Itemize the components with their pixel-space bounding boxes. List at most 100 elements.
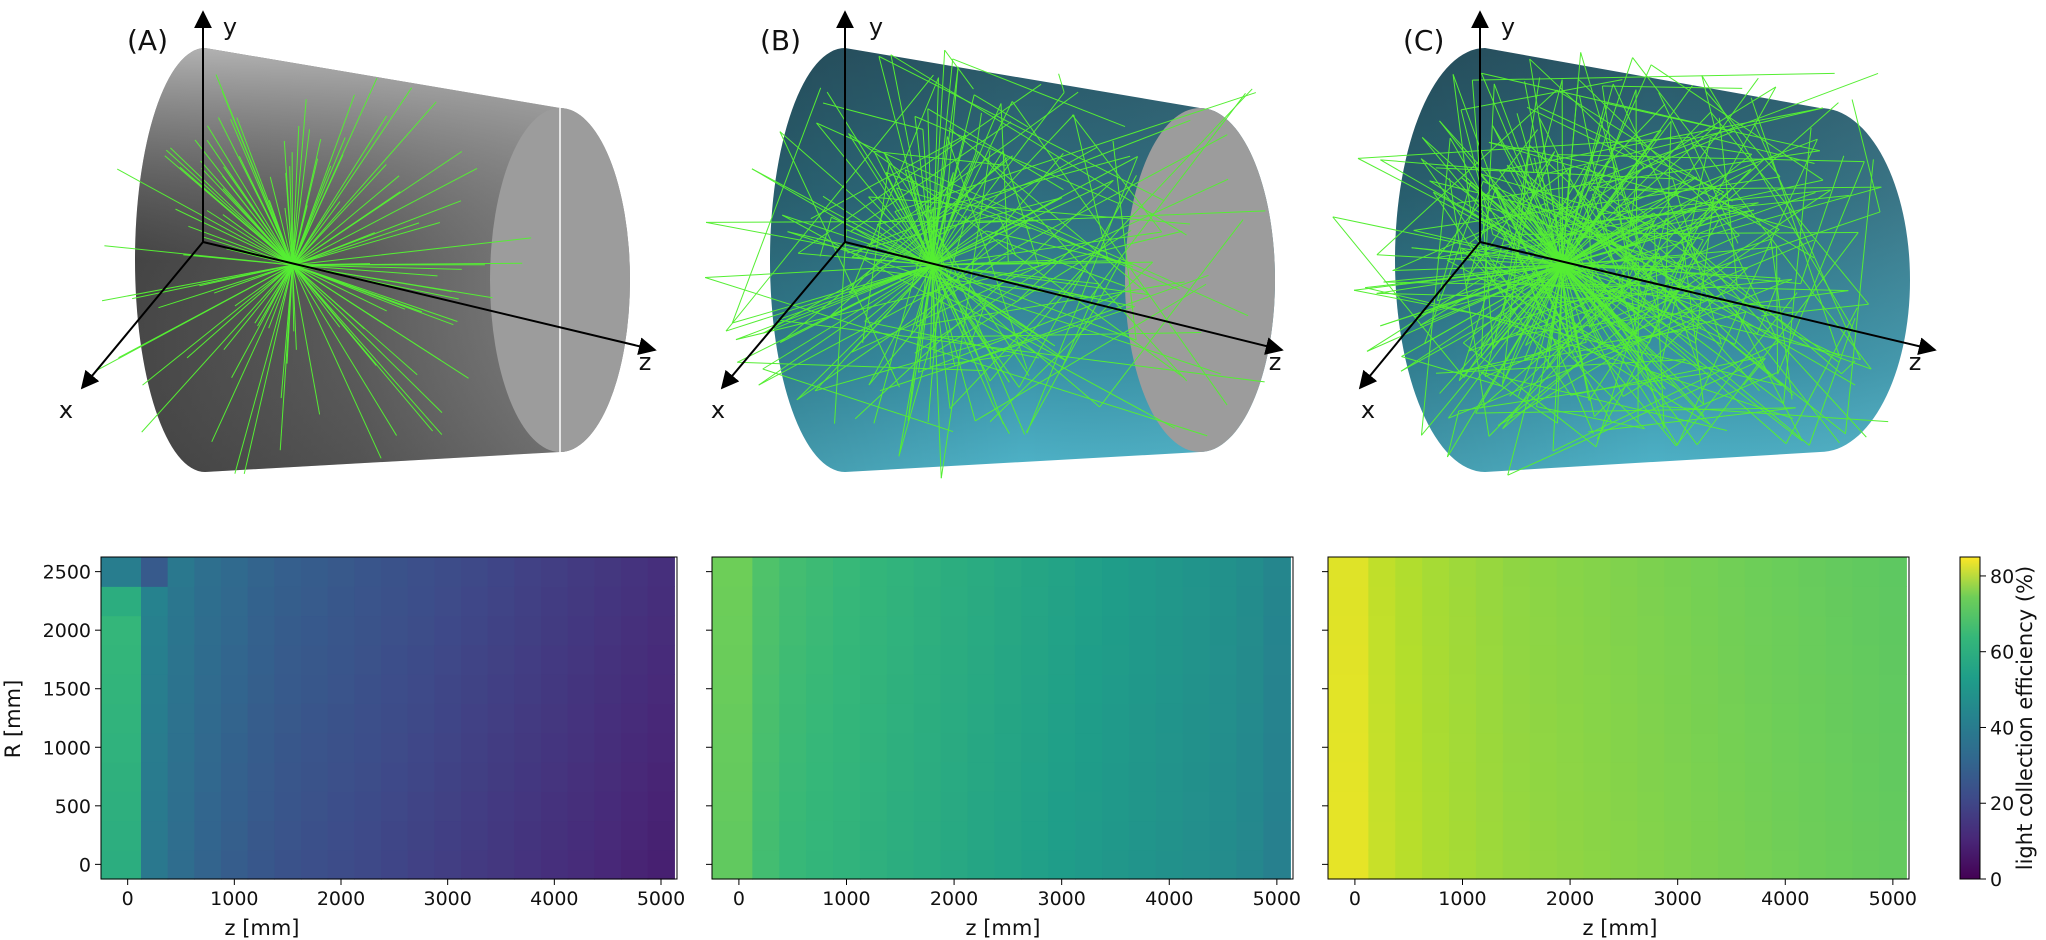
reflected-track	[822, 102, 924, 130]
photon-track	[932, 239, 998, 266]
heatmap-cell	[1328, 586, 1369, 617]
reflected-track	[989, 268, 1086, 382]
heatmap-cell	[779, 586, 807, 617]
photon-track	[932, 264, 1100, 285]
reflected-track	[1695, 372, 1778, 409]
heatmap-cell	[141, 674, 169, 704]
heatmap-cell	[327, 732, 355, 763]
photon-track	[292, 115, 388, 266]
reflected-track	[1494, 187, 1570, 338]
heatmap-cell	[1395, 732, 1423, 763]
heatmap-cell	[1825, 820, 1854, 851]
heatmap-cell	[1691, 586, 1719, 617]
heatmap-cell	[1798, 849, 1827, 880]
heatmap-cell	[567, 557, 595, 587]
heatmap-cell	[967, 761, 996, 792]
heatmap-cell	[779, 761, 807, 792]
heatmap-cell	[167, 644, 195, 675]
photon-track	[243, 264, 293, 474]
photon-track	[1562, 264, 1674, 304]
heatmap-cell	[647, 791, 675, 822]
heatmap-cell	[1021, 849, 1049, 880]
heatmap-cell	[461, 703, 489, 734]
heatmap-cell	[1610, 849, 1638, 880]
heatmap-cell	[994, 674, 1022, 704]
heatmap-cell	[567, 849, 595, 880]
reflected-track	[975, 112, 982, 154]
x-tick-label: 4000	[1761, 888, 1809, 910]
photon-track	[194, 139, 293, 266]
heatmap-cell	[1583, 849, 1612, 880]
heatmap-cell	[541, 674, 569, 704]
reflected-track	[874, 150, 1007, 166]
axes-frame	[711, 556, 1294, 880]
heatmap-cell	[487, 761, 515, 792]
heatmap-cell	[1771, 557, 1800, 587]
heatmap-cell	[247, 820, 275, 851]
heatmap-cell	[1075, 732, 1103, 763]
heatmap-cell	[994, 732, 1022, 763]
reflected-track	[954, 274, 1209, 367]
heatmap-cell	[1583, 732, 1612, 763]
photon-track	[231, 264, 293, 378]
heatmap-cell	[1395, 557, 1423, 587]
heatmap-cell	[1771, 761, 1800, 792]
heatmap-cell	[1583, 703, 1612, 734]
heatmap-cell	[221, 732, 249, 763]
heatmap-cell	[301, 849, 329, 880]
heatmap-cell	[327, 615, 355, 646]
heatmap-cell	[541, 849, 569, 880]
photon-track	[932, 77, 940, 266]
heatmap-cell	[779, 820, 807, 851]
reflected-track	[1401, 356, 1503, 387]
heatmap-cell	[1236, 674, 1265, 704]
heatmap-cell	[1209, 820, 1238, 851]
heatmap-cell	[1637, 674, 1665, 704]
heatmap-cell	[806, 820, 834, 851]
heatmap-cell	[1879, 820, 1907, 851]
reflected-track	[871, 269, 1098, 300]
heatmap-cell	[1209, 703, 1238, 734]
x-axis-arrow	[720, 241, 846, 390]
heatmap-cell	[1529, 644, 1558, 675]
heatmap-cell	[1021, 557, 1049, 587]
panel-label: (A)	[127, 24, 168, 57]
heatmap-cell	[194, 615, 222, 646]
heatmap-cell	[1422, 674, 1450, 704]
heatmap-cell	[647, 820, 675, 851]
heatmap-cell	[752, 791, 780, 822]
heatmap-cell	[487, 557, 515, 587]
photon-track	[1562, 244, 1637, 266]
photon-track	[292, 101, 437, 266]
reflected-track	[1465, 151, 1556, 281]
reflected-track	[914, 115, 1120, 205]
reflected-track	[916, 281, 1185, 327]
reflected-track	[1439, 166, 1645, 394]
heatmap-cell	[859, 615, 888, 646]
reflected-track	[1071, 114, 1163, 233]
reflected-track	[914, 259, 1057, 354]
heatmap-cell	[381, 761, 409, 792]
photon-track	[269, 176, 293, 266]
reflected-track	[1673, 86, 1777, 271]
heatmap-cell	[434, 791, 462, 822]
photon-track	[1400, 264, 1563, 372]
heatmap-cell	[1209, 732, 1238, 763]
reflected-track	[1517, 89, 1637, 397]
heatmap-cell	[1664, 615, 1692, 646]
reflected-track	[894, 92, 1257, 213]
reflected-track	[814, 331, 1024, 392]
heatmap-cell	[1771, 644, 1800, 675]
heatmap-cell	[1102, 820, 1130, 851]
x-tick-label: 3000	[1037, 888, 1085, 910]
heatmap-cell	[1209, 557, 1238, 587]
heatmap-cell	[752, 615, 780, 646]
heatmap-cell	[886, 674, 915, 704]
heatmap-cell	[1128, 703, 1157, 734]
heatmap-cell	[354, 586, 382, 617]
photon-track	[292, 158, 319, 266]
heatmap-cell	[833, 557, 861, 587]
reflected-track	[1753, 122, 1861, 360]
heatmap-cell	[1021, 791, 1049, 822]
heatmap-cell	[1368, 849, 1396, 880]
